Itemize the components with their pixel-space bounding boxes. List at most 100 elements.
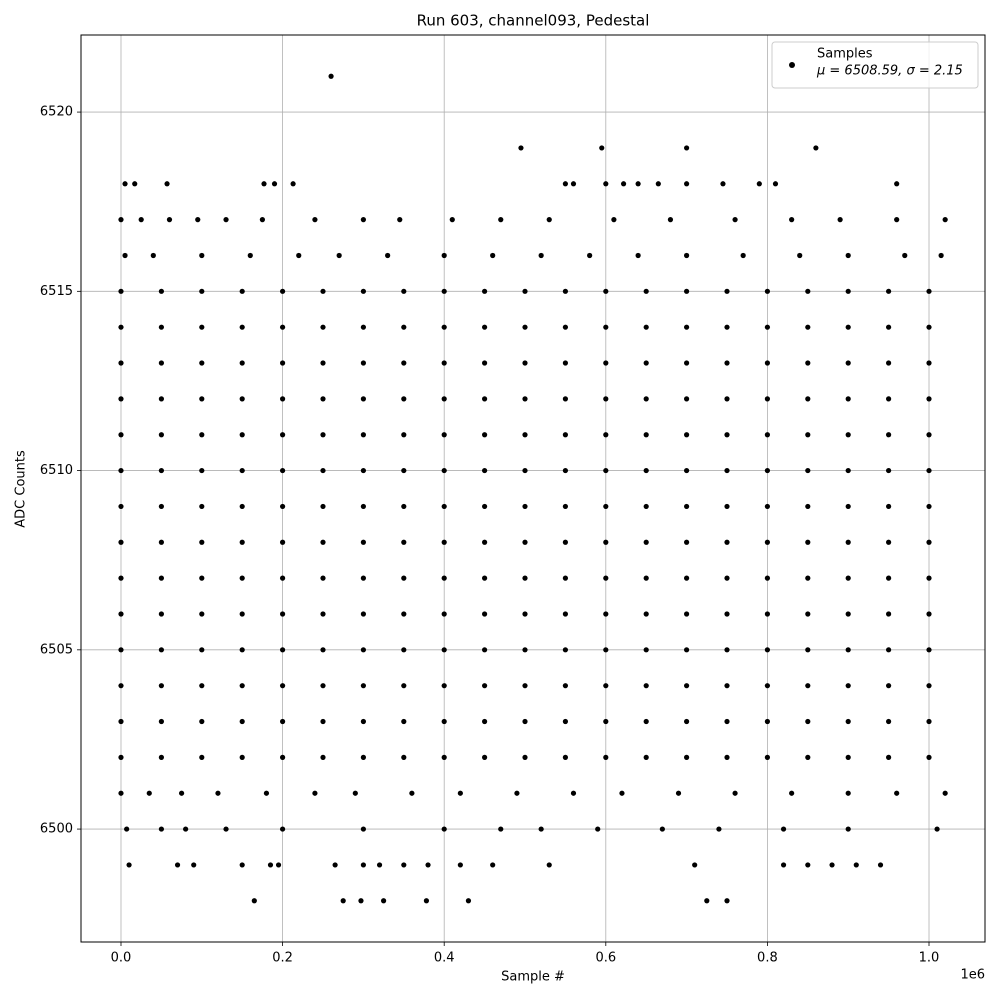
point: [562, 432, 569, 438]
point: [409, 790, 415, 796]
y-tick-label: 6500: [40, 822, 73, 837]
point: [684, 360, 690, 366]
point: [279, 826, 286, 832]
point: [118, 575, 124, 581]
point: [401, 683, 407, 689]
point: [441, 826, 447, 832]
point: [546, 217, 552, 223]
point: [942, 790, 948, 796]
point: [595, 826, 601, 832]
point: [199, 539, 205, 545]
point: [845, 288, 851, 294]
point: [611, 217, 617, 223]
point: [643, 467, 649, 474]
point: [279, 288, 286, 294]
point: [401, 611, 407, 617]
point: [562, 396, 569, 402]
point: [603, 181, 609, 187]
point: [401, 396, 407, 402]
point: [764, 288, 771, 294]
point: [401, 360, 407, 366]
point: [562, 360, 569, 366]
point: [902, 252, 908, 259]
point: [124, 826, 130, 832]
point: [279, 324, 286, 330]
point: [279, 432, 286, 438]
point: [764, 647, 771, 653]
point: [845, 503, 851, 510]
point: [845, 467, 851, 474]
point: [805, 754, 811, 760]
point: [465, 898, 472, 904]
point: [279, 575, 286, 581]
point: [684, 503, 690, 510]
point: [837, 217, 843, 223]
y-tick-label: 6510: [40, 463, 73, 478]
point: [813, 145, 819, 151]
point: [360, 647, 366, 653]
point: [522, 360, 528, 366]
point: [118, 324, 124, 330]
point: [926, 611, 932, 617]
point: [667, 217, 674, 223]
point: [441, 360, 447, 366]
point: [360, 754, 366, 760]
point: [603, 360, 609, 366]
point: [320, 360, 326, 366]
point: [603, 503, 609, 510]
point: [518, 145, 524, 151]
point: [724, 396, 730, 402]
point: [449, 217, 455, 223]
point: [716, 826, 722, 832]
point: [562, 718, 569, 725]
point: [296, 252, 302, 259]
point: [360, 288, 366, 294]
point: [643, 611, 649, 617]
point: [724, 575, 730, 581]
point: [482, 467, 488, 474]
point: [118, 396, 124, 402]
point: [279, 754, 286, 760]
point: [360, 396, 366, 402]
point: [603, 683, 609, 689]
point: [522, 611, 528, 617]
point: [599, 145, 605, 151]
point: [603, 718, 609, 725]
point: [279, 396, 286, 402]
point: [178, 790, 185, 796]
point: [158, 324, 164, 330]
point: [360, 683, 366, 689]
point: [482, 360, 488, 366]
point: [146, 790, 152, 796]
point: [199, 467, 205, 474]
legend-stats: μ = 6508.59, σ = 2.15: [816, 64, 963, 79]
point: [441, 754, 447, 760]
point: [263, 790, 270, 796]
point: [441, 288, 447, 294]
point: [352, 790, 358, 796]
point: [538, 826, 544, 832]
point: [764, 324, 771, 330]
point: [845, 647, 851, 653]
point: [643, 539, 649, 545]
point: [279, 611, 286, 617]
point: [894, 217, 900, 223]
point: [239, 683, 245, 689]
point: [926, 683, 932, 689]
point: [279, 503, 286, 510]
scatter-points: [118, 73, 948, 904]
point: [514, 790, 520, 796]
point: [358, 898, 364, 904]
point: [126, 862, 132, 868]
point: [360, 575, 366, 581]
point: [239, 503, 245, 510]
point: [360, 432, 366, 438]
point: [158, 503, 164, 510]
point: [942, 217, 948, 223]
point: [290, 181, 296, 187]
point: [482, 539, 488, 545]
point: [886, 288, 892, 294]
point: [926, 539, 932, 545]
point: [158, 360, 164, 366]
point: [805, 324, 811, 330]
